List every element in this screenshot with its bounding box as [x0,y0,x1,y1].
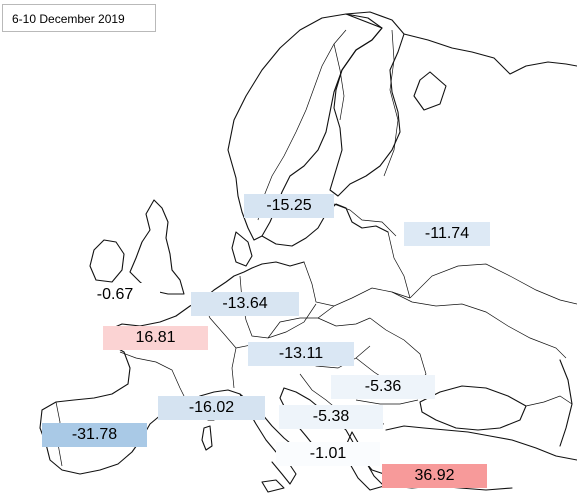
map-title: 6-10 December 2019 [2,4,156,32]
border-poland [303,261,411,307]
value-label-balkans: -5.38 [279,405,383,429]
ireland [89,239,125,283]
border-baltics [333,203,397,237]
border-russia-belarus [387,231,411,299]
denmark [231,231,253,267]
value-label-romania: -5.36 [331,375,435,399]
border-czech [267,305,335,339]
sardinia [201,425,213,451]
border-sweden-finland [333,43,345,121]
turkey [385,425,577,461]
value-label-greece: -1.01 [276,442,380,466]
value-label-turkey: 36.92 [382,464,487,488]
great-britain [129,199,185,295]
border-caucasus [525,395,573,407]
value-label-sweden: -15.25 [244,194,334,218]
value-label-hungary: -13.11 [248,342,354,366]
border-finland-russia [383,29,399,177]
border-norway-sweden [257,29,347,221]
value-label-uk: -0.67 [70,283,160,307]
value-label-spain: -31.78 [42,423,147,447]
finland-coast [329,11,405,197]
border-bulgaria [355,399,419,405]
value-label-france: 16.81 [103,326,208,350]
black-sea [419,385,527,431]
value-label-germany: -13.64 [191,292,299,316]
russia-north-coast [403,33,577,75]
white-sea [413,71,447,111]
border-ukraine [391,291,567,359]
sicily [261,479,285,493]
scandinavia-coast [227,13,383,241]
border-slovakia [317,317,371,327]
value-label-russia: -11.74 [404,222,490,246]
border-spain [119,351,189,405]
value-label-italy: -16.02 [158,396,265,420]
border-russia-east [409,263,577,305]
